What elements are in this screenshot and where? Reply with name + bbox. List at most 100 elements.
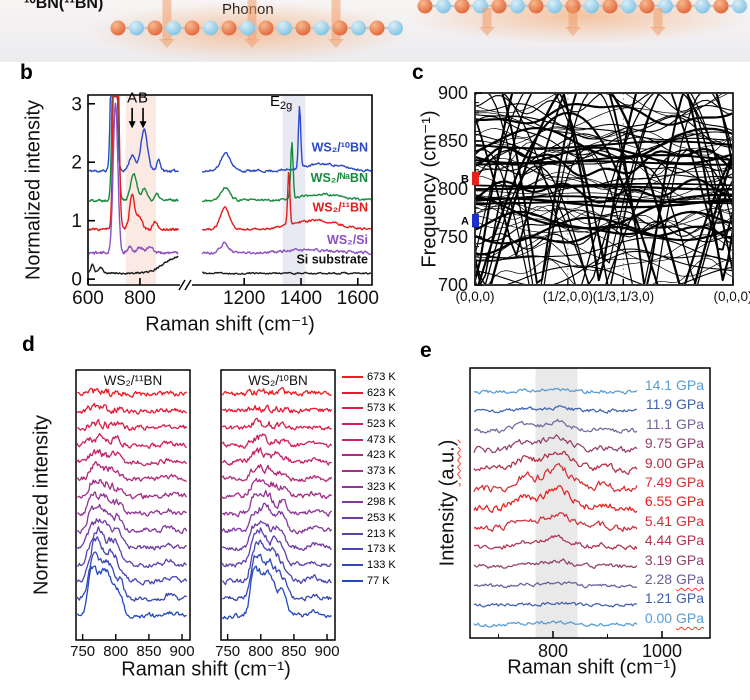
nitrogen-atom: [277, 20, 292, 36]
symmetry-point-label: (0,0,0): [713, 289, 750, 304]
highlight-band: [535, 368, 578, 638]
pressure-spectrum-curve: [473, 387, 638, 395]
peak-annotation: B: [138, 90, 148, 107]
phonon-band: [476, 148, 732, 284]
phonon-band: [476, 203, 732, 227]
nitrogen-atom: [695, 0, 710, 14]
legend-item: 523 K: [342, 416, 396, 432]
pressure-unit: GPa: [675, 415, 704, 432]
tick-label: 1600: [337, 288, 379, 309]
legend-line-swatch: [342, 454, 363, 457]
plot-frame: [220, 369, 336, 641]
phonon-band: [476, 210, 732, 236]
plot-frame: [469, 367, 711, 639]
pressure-unit: GPa: [675, 435, 704, 452]
nitrogen-atom: [240, 20, 255, 36]
pressure-spectrum-curve: [473, 581, 638, 589]
phonon-arrow-head: [244, 39, 260, 48]
mode-marker-label: B: [461, 173, 469, 185]
tick-label: 1000: [642, 641, 682, 661]
boron-atom: [713, 0, 729, 14]
phonon-band: [476, 94, 732, 282]
temperature-spectrum-curve: [222, 447, 332, 466]
temperature-spectrum-curve: [77, 432, 187, 449]
legend-temperature-label: 213 K: [367, 527, 396, 540]
pressure-value: 9.00: [644, 454, 676, 471]
phonon-band: [476, 126, 732, 160]
phonon-band: [476, 94, 732, 115]
boron-atom: [258, 20, 274, 36]
peak-annotation: A: [127, 90, 137, 107]
tick-label: 3: [71, 94, 82, 115]
tick-label: 1200: [223, 288, 265, 309]
pressure-unit: GPa: [675, 396, 704, 413]
panel-e-y-title-text: Intensity: [436, 486, 459, 567]
pressure-value: 14.1: [644, 377, 676, 393]
tick-label: 1: [71, 211, 82, 232]
pressure-label: 11.9 GPa: [646, 396, 704, 412]
tick-label: 900: [170, 643, 195, 660]
pressure-value: 5.41: [644, 512, 676, 529]
legend-line-swatch: [342, 517, 363, 520]
legend-item: 423 K: [342, 447, 396, 463]
panel-label-e: e: [420, 339, 432, 362]
phonon-arrow-head: [650, 27, 666, 36]
pressure-value: 1.21: [644, 590, 676, 607]
pressure-unit: GPa: [675, 551, 704, 568]
temperature-spectrum-curve: [222, 433, 333, 449]
phonon-band: [476, 94, 732, 284]
phonon-arrow: [331, 0, 341, 40]
legend-line-swatch: [342, 532, 363, 535]
temperature-spectrum-curve: [77, 461, 187, 483]
boron-atom: [147, 20, 163, 36]
nitrogen-atom: [621, 0, 636, 14]
panel-d-plot: 750 800 850 900 750 800 850 900: [70, 369, 340, 660]
legend-item: 253 K: [342, 510, 396, 526]
temperature-spectrum-curve: [222, 477, 332, 500]
pressure-unit: GPa: [675, 377, 704, 393]
phonon-band: [506, 265, 732, 284]
temperature-spectrum-curve: [222, 520, 332, 552]
panel-b-y-axis-title: Normalized intensity: [22, 99, 45, 281]
symmetry-point-label: (1/3,1/3,0): [593, 289, 655, 304]
temperature-spectrum-curve: [222, 502, 333, 535]
pressure-label: 9.75 GPa: [645, 435, 704, 451]
pressure-unit: GPa: [675, 474, 704, 490]
temperature-spectrum-curve: [77, 518, 187, 551]
legend-item: 213 K: [342, 526, 396, 542]
legend-item: 298 K: [342, 495, 396, 511]
mode-marker-b: [472, 171, 479, 186]
pressure-spectrum-curve: [473, 434, 638, 454]
nitrogen-atom: [436, 0, 451, 14]
panel-label-d: d: [22, 333, 35, 356]
pressure-value: 11.9: [645, 396, 676, 413]
panel-b-x-axis-title: Raman shift (cm⁻¹): [145, 313, 315, 336]
pressure-value: 11.1: [645, 415, 676, 432]
boron-atom: [369, 20, 385, 36]
curve-label: WS₂/ᴺᵃBN: [311, 171, 368, 185]
phonon-band: [476, 206, 732, 229]
panel-c-y-axis-title: Frequency (cm⁻¹): [418, 110, 441, 268]
tick-label: 800: [248, 643, 273, 660]
spectrum-curve: [89, 96, 179, 203]
phonon-arrow-head: [328, 39, 344, 48]
temperature-spectrum-curve: [77, 402, 187, 415]
plot-frame: [87, 94, 373, 286]
pressure-spectrum-curve: [473, 485, 638, 514]
pressure-label: 11.1 GPa: [646, 416, 704, 432]
pressure-unit: GPa: [675, 454, 704, 471]
pressure-value: 7.49: [644, 474, 676, 490]
legend-line-swatch: [342, 579, 363, 582]
phonon-arrow-head: [479, 27, 495, 36]
temperature-spectrum-curve: [222, 387, 332, 397]
temperature-spectrum-curve: [77, 448, 188, 467]
phonon-arrow-head: [565, 27, 581, 36]
pressure-unit: GPa: [675, 571, 704, 587]
phonon-arrow: [247, 0, 257, 40]
panel-a-atoms: [90, 0, 750, 62]
nitrogen-atom: [547, 0, 562, 14]
phonon-band: [476, 154, 732, 165]
pressure-label: 0.00 GPa: [645, 610, 704, 626]
pressure-spectrum-curve: [473, 558, 638, 570]
